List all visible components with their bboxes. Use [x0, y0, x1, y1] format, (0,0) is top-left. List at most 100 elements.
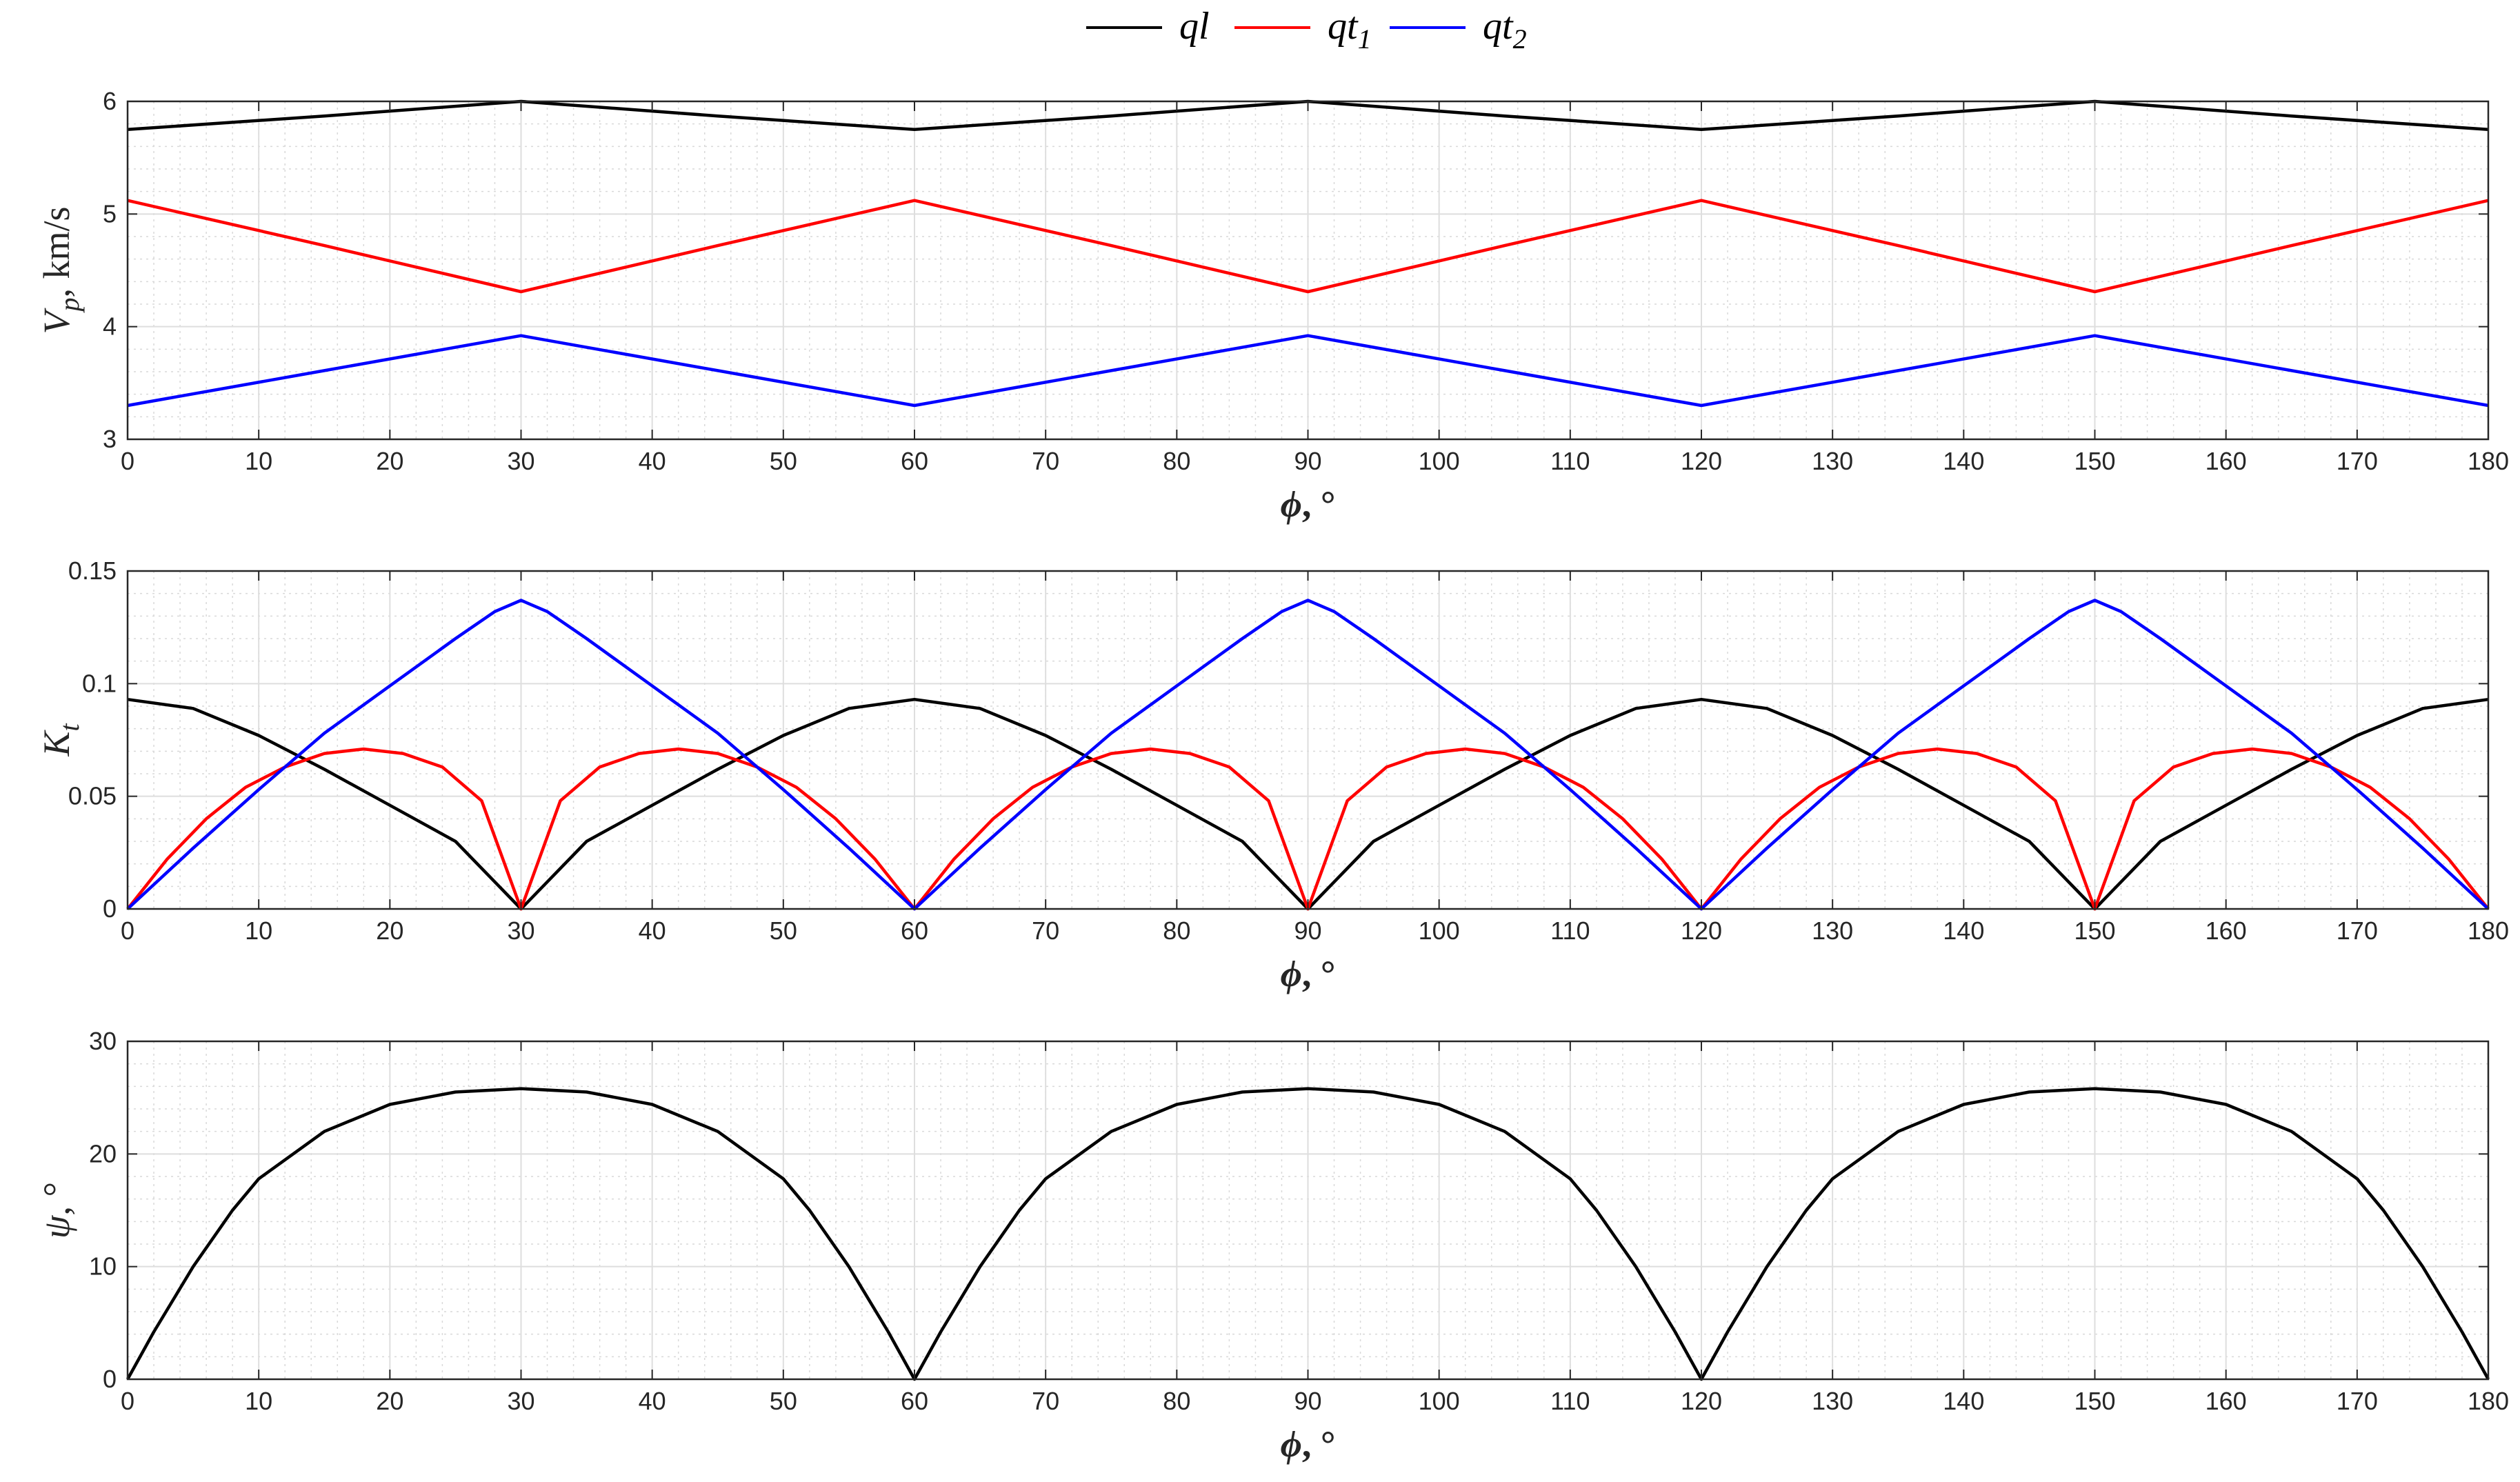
y-axis-label-symbol: ψ — [36, 1214, 77, 1239]
x-axis-label-symbol: ϕ — [1281, 953, 1302, 994]
x-tick-label: 70 — [1032, 1387, 1059, 1415]
legend-label-sub: 1 — [1358, 23, 1372, 54]
x-tick-label: 10 — [245, 447, 272, 475]
series-line-qt2 — [126, 599, 2490, 911]
x-tick-label: 40 — [639, 917, 666, 945]
y-axis-label-symbol: V — [36, 308, 77, 334]
x-tick-label: 120 — [1681, 917, 1722, 945]
x-tick-label: 60 — [901, 917, 928, 945]
legend-label-main: ql — [1179, 5, 1210, 48]
series-line-qt2 — [127, 334, 2489, 408]
x-tick-label: 0 — [121, 917, 134, 945]
x-tick-label: 30 — [507, 447, 534, 475]
y-axis-label: ψ, ° — [36, 1182, 77, 1239]
y-tick-label: 4 — [103, 312, 117, 341]
x-tick-label: 50 — [770, 1387, 797, 1415]
x-tick-label: 130 — [1812, 917, 1853, 945]
x-tick-label: 90 — [1294, 447, 1321, 475]
x-tick-label: 150 — [2074, 447, 2115, 475]
x-tick-label: 140 — [1943, 1387, 1984, 1415]
y-tick-label: 0.1 — [82, 669, 117, 697]
y-tick-label: 0 — [103, 894, 117, 923]
y-axis-label-sub: t — [54, 723, 85, 732]
y-tick-label: 6 — [103, 87, 117, 115]
series-line-qt1 — [127, 199, 2489, 294]
chart-panels: 0 10 20 30 40 50 60 70 80 90 100 110 120 130 140 150 160… — [36, 87, 2509, 1465]
x-tick-label: 0 — [121, 447, 134, 475]
y-tick-label: 0 — [103, 1365, 117, 1393]
panel-1: 0 10 20 30 40 50 60 70 80 90 100 110 120 130 140 150 160… — [36, 87, 2509, 525]
x-tick-label: 130 — [1812, 447, 1853, 475]
legend: ql qt1 qt2 — [1086, 5, 1527, 54]
legend-label-main: qt — [1328, 5, 1359, 48]
x-tick-label: 10 — [245, 1387, 272, 1415]
x-tick-label: 10 — [245, 917, 272, 945]
x-tick-label: 20 — [376, 447, 403, 475]
x-tick-label: 170 — [2337, 1387, 2378, 1415]
y-tick-label: 10 — [89, 1252, 117, 1281]
y-axis-label: Vp, km/s — [36, 206, 85, 334]
x-tick-label: 30 — [507, 917, 534, 945]
ticks: 0 10 20 30 40 50 60 70 80 90 100 110 120 130 140 150 160… — [68, 557, 2509, 945]
y-tick-label: 0.15 — [68, 557, 117, 585]
x-tick-label: 100 — [1419, 447, 1460, 475]
x-axis-label: ϕ, ° — [1281, 953, 1336, 994]
x-axis-label-unit: , ° — [1302, 1423, 1336, 1465]
x-axis-label-unit: , ° — [1302, 483, 1336, 525]
y-axis-label-symbol: K — [36, 730, 77, 757]
y-tick-label: 5 — [103, 199, 117, 228]
x-tick-label: 50 — [770, 447, 797, 475]
x-tick-label: 110 — [1550, 1387, 1590, 1415]
x-tick-label: 110 — [1550, 917, 1590, 945]
x-tick-label: 160 — [2206, 1387, 2247, 1415]
panel-2: 0 10 20 30 40 50 60 70 80 90 100 110 120 130 140 150 160… — [36, 557, 2509, 994]
panel-3: 0 10 20 30 40 50 60 70 80 90 100 110 120 130 140 150 160… — [36, 1027, 2509, 1465]
x-tick-label: 180 — [2468, 917, 2509, 945]
x-tick-label: 140 — [1943, 917, 1984, 945]
x-tick-label: 90 — [1294, 917, 1321, 945]
x-axis-label: ϕ, ° — [1281, 483, 1336, 525]
y-tick-label: 0.05 — [68, 782, 117, 810]
x-tick-label: 100 — [1419, 917, 1460, 945]
x-tick-label: 140 — [1943, 447, 1984, 475]
x-tick-label: 160 — [2206, 447, 2247, 475]
legend-label-qt2: qt2 — [1483, 5, 1527, 54]
legend-label-qt1: qt1 — [1328, 5, 1372, 54]
x-tick-label: 120 — [1681, 447, 1722, 475]
x-tick-label: 160 — [2206, 917, 2247, 945]
x-tick-label: 180 — [2468, 1387, 2509, 1415]
legend-label-main: qt — [1483, 5, 1514, 48]
x-tick-label: 80 — [1163, 447, 1190, 475]
ticks: 0 10 20 30 40 50 60 70 80 90 100 110 120 130 140 150 160… — [103, 87, 2509, 475]
x-tick-label: 150 — [2074, 917, 2115, 945]
y-tick-label: 30 — [89, 1027, 117, 1055]
x-tick-label: 0 — [121, 1387, 134, 1415]
x-tick-label: 110 — [1550, 447, 1590, 475]
x-tick-label: 50 — [770, 917, 797, 945]
x-tick-label: 40 — [639, 1387, 666, 1415]
x-tick-label: 150 — [2074, 1387, 2115, 1415]
x-tick-label: 80 — [1163, 917, 1190, 945]
x-tick-label: 20 — [376, 1387, 403, 1415]
y-tick-label: 3 — [103, 425, 117, 453]
y-axis-label-unit: , ° — [36, 1182, 77, 1216]
x-tick-label: 120 — [1681, 1387, 1722, 1415]
x-tick-label: 60 — [901, 1387, 928, 1415]
y-axis-label-unit: , km/s — [36, 206, 77, 297]
x-tick-label: 130 — [1812, 1387, 1853, 1415]
x-tick-label: 30 — [507, 1387, 534, 1415]
x-tick-label: 40 — [639, 447, 666, 475]
x-tick-label: 70 — [1032, 917, 1059, 945]
x-tick-label: 180 — [2468, 447, 2509, 475]
x-axis-label-unit: , ° — [1302, 953, 1336, 994]
x-tick-label: 70 — [1032, 447, 1059, 475]
y-tick-label: 20 — [89, 1139, 117, 1168]
legend-label-sub: 2 — [1513, 23, 1527, 54]
x-tick-label: 170 — [2337, 917, 2378, 945]
y-axis-label-sub: p — [54, 298, 85, 314]
series-line-ql — [126, 1087, 2490, 1381]
x-axis-label-symbol: ϕ — [1281, 1423, 1302, 1465]
series-group — [126, 1087, 2490, 1381]
ticks: 0 10 20 30 40 50 60 70 80 90 100 110 120 130 140 150 160… — [89, 1027, 2509, 1415]
